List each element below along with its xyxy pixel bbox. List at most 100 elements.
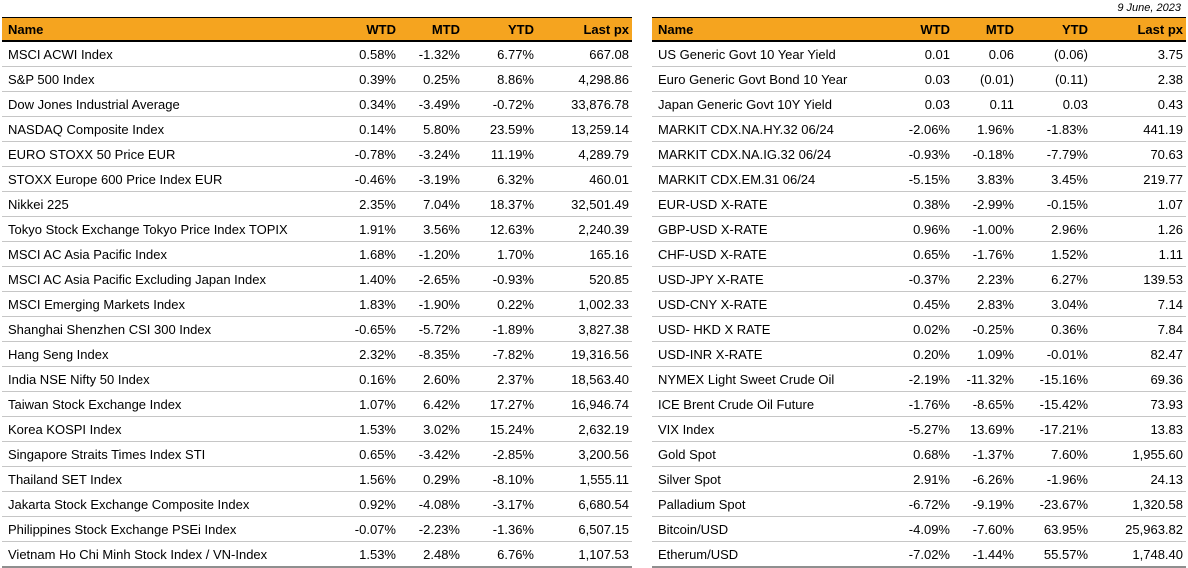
mtd-value: -2.99% — [972, 196, 1014, 212]
last-px-value: 165.16 — [589, 246, 629, 262]
instrument-name: MSCI AC Asia Pacific Index — [8, 246, 167, 262]
mtd-value: 5.80% — [423, 121, 460, 137]
instrument-name: EURO STOXX 50 Price EUR — [8, 146, 176, 162]
table-row: India NSE Nifty 50 Index 0.16% 2.60% 2.37% 1… — [2, 367, 632, 392]
table-row: Silver Spot 2.91% -6.26% -1.96% 24.13 — [652, 467, 1186, 492]
mtd-value: -1.76% — [972, 246, 1014, 262]
wtd-value: 2.35% — [359, 196, 396, 212]
wtd-value: 0.20% — [913, 346, 950, 362]
instrument-name: Nikkei 225 — [8, 196, 69, 212]
instrument-name: Singapore Straits Times Index STI — [8, 446, 206, 462]
ytd-value: 1.52% — [1051, 246, 1088, 262]
ytd-value: -1.89% — [492, 321, 534, 337]
instrument-name: Japan Generic Govt 10Y Yield — [658, 96, 832, 112]
last-px-value: 1,555.11 — [579, 471, 629, 487]
column-header-ytd: YTD — [508, 21, 534, 37]
last-px-value: 24.13 — [1150, 471, 1183, 487]
wtd-value: -0.65% — [354, 321, 396, 337]
wtd-value: 1.56% — [359, 471, 396, 487]
instrument-name: Gold Spot — [658, 446, 716, 462]
mtd-value: 1.96% — [977, 121, 1014, 137]
instrument-name: GBP-USD X-RATE — [658, 221, 768, 237]
mtd-value: -1.90% — [418, 296, 460, 312]
wtd-value: -1.76% — [908, 396, 950, 412]
mtd-value: -9.19% — [972, 496, 1014, 512]
last-px-value: 2,240.39 — [578, 221, 629, 237]
wtd-value: 2.32% — [359, 346, 396, 362]
ytd-value: 2.37% — [497, 371, 534, 387]
table-row: NASDAQ Composite Index 0.14% 5.80% 23.59% 13… — [2, 117, 632, 142]
instrument-name: STOXX Europe 600 Price Index EUR — [8, 171, 223, 187]
instrument-name: USD- HKD X RATE — [658, 321, 771, 337]
column-header-wtd: WTD — [366, 21, 396, 37]
wtd-value: 0.38% — [913, 196, 950, 212]
ytd-value: 55.57% — [1043, 546, 1088, 562]
table-body: MSCI ACWI Index 0.58% -1.32% 6.77% 667.08 S&P… — [2, 42, 632, 568]
mtd-value: 2.83% — [977, 296, 1014, 312]
instrument-name: EUR-USD X-RATE — [658, 196, 768, 212]
mtd-value: 7.04% — [423, 196, 460, 212]
table-row: VIX Index -5.27% 13.69% -17.21% 13.83 — [652, 417, 1186, 442]
column-header-last-px: Last px — [583, 21, 629, 37]
ytd-value: -7.79% — [1046, 146, 1088, 162]
mtd-value: 3.56% — [423, 221, 460, 237]
ytd-value: 15.24% — [489, 421, 534, 437]
instrument-name: VIX Index — [658, 421, 715, 437]
wtd-value: 1.53% — [359, 421, 396, 437]
mtd-value: -11.32% — [966, 371, 1014, 387]
table-row: US Generic Govt 10 Year Yield 0.01 0.06 (0.… — [652, 42, 1186, 67]
table-row: Tokyo Stock Exchange Tokyo Price Index T… — [2, 217, 632, 242]
table-row: Japan Generic Govt 10Y Yield 0.03 0.11 0.03… — [652, 92, 1186, 117]
table-row: MSCI AC Asia Pacific Index 1.68% -1.20% 1.7… — [2, 242, 632, 267]
last-px-value: 82.47 — [1150, 346, 1183, 362]
instrument-name: Korea KOSPI Index — [8, 421, 122, 437]
table-row: Dow Jones Industrial Average 0.34% -3.49% -… — [2, 92, 632, 117]
mtd-value: -1.00% — [972, 221, 1014, 237]
ytd-value: 12.63% — [489, 221, 534, 237]
table-row: Korea KOSPI Index 1.53% 3.02% 15.24% 2,632.1… — [2, 417, 632, 442]
instrument-name: US Generic Govt 10 Year Yield — [658, 46, 836, 62]
last-px-value: 16,946.74 — [571, 396, 629, 412]
wtd-value: 0.58% — [359, 46, 396, 62]
mtd-value: 0.29% — [423, 471, 460, 487]
wtd-value: 0.96% — [913, 221, 950, 237]
column-header-ytd: YTD — [1062, 21, 1088, 37]
instrument-name: ICE Brent Crude Oil Future — [658, 396, 815, 412]
instrument-name: MARKIT CDX.NA.IG.32 06/24 — [658, 146, 832, 162]
table-row: USD-INR X-RATE 0.20% 1.09% -0.01% 82.47 — [652, 342, 1186, 367]
mtd-value: 0.06 — [988, 46, 1014, 62]
ytd-value: -0.93% — [492, 271, 534, 287]
ytd-value: 0.22% — [497, 296, 534, 312]
table-row: Nikkei 225 2.35% 7.04% 18.37% 32,501.49 — [2, 192, 632, 217]
table-row: GBP-USD X-RATE 0.96% -1.00% 2.96% 1.26 — [652, 217, 1186, 242]
ytd-value: -17.21% — [1039, 421, 1088, 437]
ytd-value: -1.36% — [492, 521, 534, 537]
mtd-value: -3.24% — [418, 146, 460, 162]
wtd-value: 0.92% — [359, 496, 396, 512]
last-px-value: 520.85 — [589, 271, 629, 287]
wtd-value: 0.68% — [913, 446, 950, 462]
wtd-value: 1.91% — [359, 221, 396, 237]
last-px-value: 32,501.49 — [571, 196, 629, 212]
mtd-value: -8.35% — [418, 346, 460, 362]
last-px-value: 139.53 — [1143, 271, 1183, 287]
instrument-name: NASDAQ Composite Index — [8, 121, 165, 137]
last-px-value: 219.77 — [1143, 171, 1183, 187]
mtd-value: (0.01) — [980, 71, 1014, 87]
ytd-value: 7.60% — [1051, 446, 1088, 462]
ytd-value: -8.10% — [492, 471, 534, 487]
last-px-value: 3,827.38 — [578, 321, 629, 337]
instrument-name: Thailand SET Index — [8, 471, 122, 487]
table-row: Taiwan Stock Exchange Index 1.07% 6.42% 17.… — [2, 392, 632, 417]
wtd-value: 0.02% — [913, 321, 950, 337]
last-px-value: 1.07 — [1157, 196, 1183, 212]
wtd-value: 0.03 — [924, 96, 950, 112]
instrument-name: Etherum/USD — [658, 546, 739, 562]
table-row: MSCI AC Asia Pacific Excluding Japan Ind… — [2, 267, 632, 292]
mtd-value: -5.72% — [418, 321, 460, 337]
mtd-value: 2.23% — [977, 271, 1014, 287]
table-row: MSCI ACWI Index 0.58% -1.32% 6.77% 667.08 — [2, 42, 632, 67]
table-row: Hang Seng Index 2.32% -8.35% -7.82% 19,316.5… — [2, 342, 632, 367]
mtd-value: 2.48% — [423, 546, 460, 562]
